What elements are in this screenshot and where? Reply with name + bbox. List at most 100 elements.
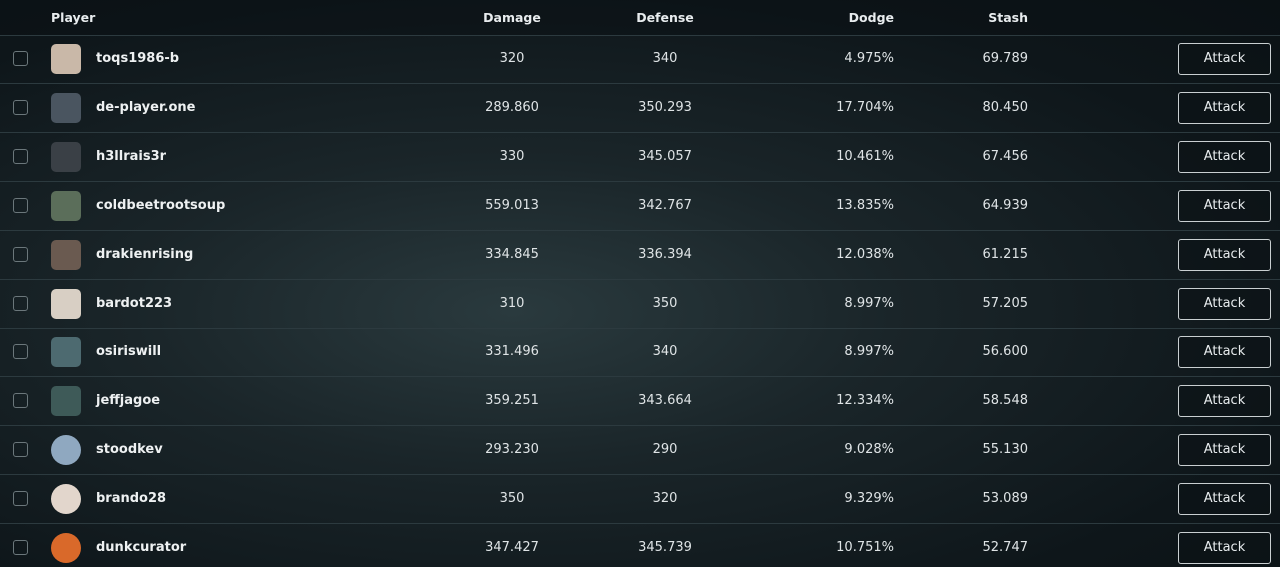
- defense: 345.057: [638, 148, 692, 164]
- attack-button[interactable]: Attack: [1178, 434, 1271, 467]
- attack-button[interactable]: Attack: [1178, 43, 1271, 75]
- player-avatar: [51, 386, 81, 417]
- player-avatar: [51, 484, 81, 515]
- attack-button[interactable]: Attack: [1178, 238, 1271, 271]
- player-name: h3llrais3r: [96, 148, 167, 164]
- dodge: 10.751%: [836, 540, 894, 555]
- table-row: toqs1986-b 320 340 4.975% 69.789 Attack: [0, 35, 1280, 84]
- stash: 52.747: [982, 540, 1029, 555]
- row-checkbox[interactable]: [13, 51, 28, 66]
- defense: 350: [652, 295, 678, 311]
- defense: 345.739: [638, 540, 692, 555]
- attack-button[interactable]: Attack: [1178, 91, 1271, 124]
- player-name: stoodkev: [96, 442, 163, 458]
- row-checkbox[interactable]: [13, 442, 28, 458]
- damage: 310: [499, 295, 525, 311]
- damage: 350: [499, 491, 525, 507]
- table-row: coldbeetrootsoup 559.013 342.767 13.835% 64.…: [0, 182, 1280, 231]
- stash: 57.205: [982, 295, 1029, 311]
- stash: 55.130: [982, 442, 1029, 458]
- player-name: coldbeetrootsoup: [96, 197, 226, 213]
- row-checkbox[interactable]: [13, 491, 28, 507]
- row-checkbox[interactable]: [13, 540, 28, 555]
- column-header: Damage: [483, 10, 541, 25]
- damage: 331.496: [485, 344, 539, 360]
- stash: 56.600: [982, 344, 1029, 360]
- attack-button[interactable]: Attack: [1178, 336, 1271, 369]
- defense: 340: [652, 51, 678, 66]
- row-checkbox[interactable]: [13, 99, 28, 115]
- stash: 53.089: [982, 491, 1029, 507]
- row-checkbox[interactable]: [13, 295, 28, 311]
- attack-button[interactable]: Attack: [1178, 140, 1271, 173]
- damage: 293.230: [485, 442, 539, 458]
- column-header: Player: [51, 10, 96, 25]
- defense: 320: [652, 491, 678, 507]
- row-checkbox[interactable]: [13, 246, 28, 262]
- attack-button[interactable]: Attack: [1178, 287, 1271, 320]
- attack-button[interactable]: Attack: [1178, 189, 1271, 222]
- player-name: osiriswill: [96, 344, 162, 360]
- table-row: brando28 350 320 9.329% 53.089 Attack: [0, 475, 1280, 525]
- stash: 61.215: [982, 246, 1029, 262]
- dodge: 8.997%: [844, 344, 894, 360]
- dodge: 12.038%: [836, 246, 894, 262]
- stash: 80.450: [982, 99, 1029, 115]
- damage: 320: [499, 51, 525, 66]
- dodge: 9.329%: [844, 491, 894, 507]
- stash: 58.548: [982, 393, 1029, 409]
- defense: 336.394: [638, 246, 692, 262]
- attack-button[interactable]: Attack: [1178, 385, 1271, 418]
- player-avatar: [51, 533, 81, 563]
- table-row: h3llrais3r 330 345.057 10.461% 67.456 Attack: [0, 133, 1280, 182]
- player-name: bardot223: [96, 295, 173, 311]
- stash: 67.456: [982, 148, 1029, 164]
- dodge: 8.997%: [844, 295, 894, 311]
- dodge: 4.975%: [844, 51, 894, 66]
- table-row: stoodkev 293.230 290 9.028% 55.130 Attack: [0, 426, 1280, 476]
- defense: 290: [652, 442, 678, 458]
- row-checkbox[interactable]: [13, 197, 28, 213]
- player-avatar: [51, 288, 81, 319]
- damage: 347.427: [485, 540, 539, 555]
- attack-button[interactable]: Attack: [1178, 483, 1271, 516]
- row-checkbox[interactable]: [13, 393, 28, 409]
- table-row: dunkcurator 347.427 345.739 10.751% 52.747 At…: [0, 524, 1280, 567]
- table-row: de-player.one 289.860 350.293 17.704% 80.450…: [0, 84, 1280, 133]
- defense: 342.767: [638, 197, 692, 213]
- stash: 69.789: [982, 51, 1029, 66]
- damage: 359.251: [485, 393, 539, 409]
- table-row: jeffjagoe 359.251 343.664 12.334% 58.548 Atta…: [0, 377, 1280, 427]
- table-row: osiriswill 331.496 340 8.997% 56.600 Attack: [0, 328, 1280, 378]
- attack-button[interactable]: Attack: [1178, 532, 1271, 564]
- dodge: 10.461%: [836, 148, 894, 164]
- defense: 340: [652, 344, 678, 360]
- column-header: Stash: [988, 10, 1028, 25]
- table-row: drakienrising 334.845 336.394 12.038% 61.215…: [0, 231, 1280, 280]
- row-checkbox[interactable]: [13, 344, 28, 360]
- player-avatar: [51, 337, 81, 368]
- stash: 64.939: [982, 197, 1029, 213]
- player-avatar: [51, 190, 81, 221]
- player-name: toqs1986-b: [96, 51, 180, 66]
- table-header: Player Damage Defense Dodge Stash: [0, 0, 1280, 36]
- player-name: dunkcurator: [96, 540, 187, 555]
- damage: 289.860: [485, 99, 539, 115]
- defense: 343.664: [638, 393, 692, 409]
- damage: 334.845: [485, 246, 539, 262]
- player-name: brando28: [96, 491, 167, 507]
- player-name: de-player.one: [96, 99, 196, 115]
- player-avatar: [51, 239, 81, 270]
- player-avatar: [51, 44, 81, 74]
- column-header: Defense: [636, 10, 694, 25]
- player-name: jeffjagoe: [96, 393, 161, 409]
- player-avatar: [51, 92, 81, 123]
- row-checkbox[interactable]: [13, 148, 28, 164]
- player-name: drakienrising: [96, 246, 194, 262]
- table-row: bardot223 310 350 8.997% 57.205 Attack: [0, 280, 1280, 329]
- dodge: 9.028%: [844, 442, 894, 458]
- column-header: Dodge: [848, 10, 894, 25]
- player-avatar: [51, 141, 81, 172]
- defense: 350.293: [638, 99, 692, 115]
